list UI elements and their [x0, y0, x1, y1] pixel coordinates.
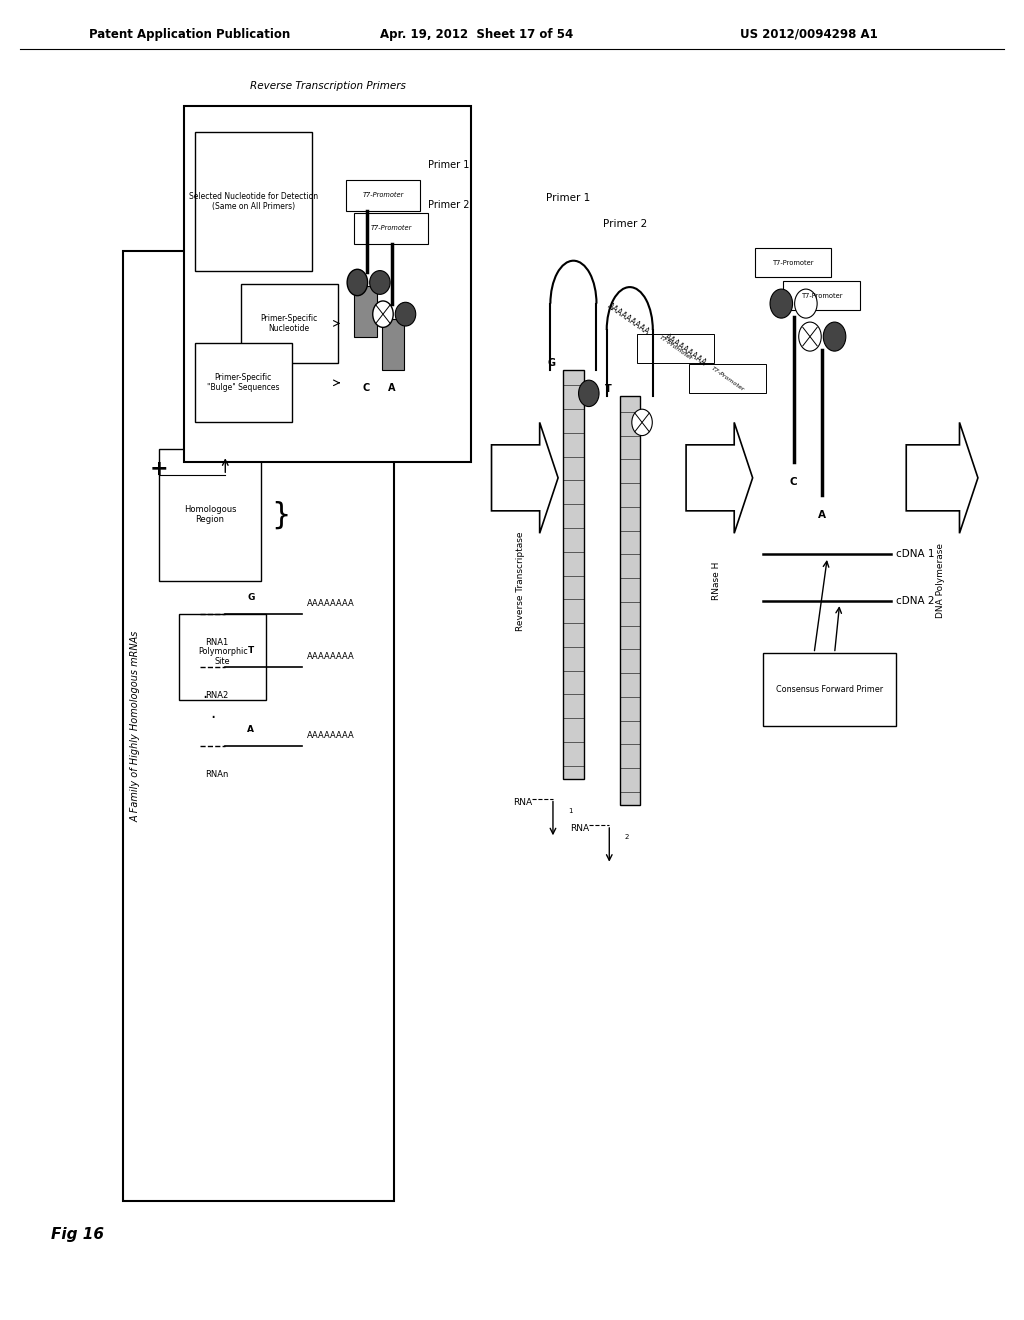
Text: A Family of Highly Homologous mRNAs: A Family of Highly Homologous mRNAs — [130, 631, 140, 821]
Polygon shape — [906, 422, 978, 533]
Bar — [354, 286, 377, 337]
Text: AAAAAAAA: AAAAAAAA — [307, 731, 355, 739]
Text: AAAAAAAAA: AAAAAAAAA — [606, 302, 651, 337]
Text: Reverse Transcriptase: Reverse Transcriptase — [516, 531, 524, 631]
Text: Primer-Specific
Nucleotide: Primer-Specific Nucleotide — [261, 314, 317, 333]
Text: AAAAAAAA: AAAAAAAA — [307, 599, 355, 607]
Text: Consensus Forward Primer: Consensus Forward Primer — [776, 685, 883, 694]
Text: Primer 1: Primer 1 — [546, 193, 591, 203]
Bar — [689, 364, 766, 393]
Text: T7-Promoter: T7-Promoter — [371, 226, 412, 231]
Text: T7-Promoter: T7-Promoter — [658, 335, 693, 362]
Text: T7-Promoter: T7-Promoter — [362, 193, 403, 198]
Bar — [620, 396, 640, 805]
Circle shape — [799, 322, 821, 351]
Text: G: G — [547, 358, 555, 368]
Text: Reverse Transcription Primers: Reverse Transcription Primers — [250, 81, 406, 91]
Text: G: G — [247, 594, 255, 602]
Text: DNA Polymerase: DNA Polymerase — [936, 544, 944, 618]
Polygon shape — [492, 422, 558, 533]
Bar — [382, 319, 404, 370]
Text: AAAAAAAA: AAAAAAAA — [307, 652, 355, 660]
Bar — [637, 334, 714, 363]
Bar — [159, 449, 261, 581]
Circle shape — [770, 289, 793, 318]
Text: RNAn: RNAn — [205, 771, 228, 779]
Text: Selected Nucleotide for Detection
(Same on All Primers): Selected Nucleotide for Detection (Same … — [188, 191, 318, 211]
Polygon shape — [686, 422, 753, 533]
Text: AAAAAAAAA: AAAAAAAAA — [663, 333, 708, 367]
Text: A: A — [818, 510, 826, 520]
Bar — [195, 343, 292, 422]
Text: RNA2: RNA2 — [205, 692, 228, 700]
Bar — [563, 370, 584, 779]
Text: Primer 2: Primer 2 — [428, 199, 470, 210]
Text: Polymorphic
Site: Polymorphic Site — [198, 647, 248, 667]
Bar — [184, 106, 471, 462]
Text: RNA: RNA — [569, 825, 589, 833]
Text: US 2012/0094298 A1: US 2012/0094298 A1 — [740, 28, 878, 41]
Text: T: T — [604, 384, 611, 395]
Text: }: } — [271, 500, 291, 529]
Text: Homologous
Region: Homologous Region — [183, 506, 237, 524]
Text: Primer 1: Primer 1 — [428, 160, 469, 170]
Bar — [783, 281, 860, 310]
Text: Primer-Specific
"Bulge" Sequences: Primer-Specific "Bulge" Sequences — [207, 374, 280, 392]
Text: cDNA 1: cDNA 1 — [896, 549, 935, 560]
Text: 1: 1 — [568, 808, 572, 814]
Circle shape — [632, 409, 652, 436]
Circle shape — [373, 301, 393, 327]
Text: .: . — [210, 704, 216, 722]
Text: .: . — [202, 684, 208, 702]
Circle shape — [823, 322, 846, 351]
Text: C: C — [790, 477, 798, 487]
Bar — [179, 614, 266, 700]
Ellipse shape — [370, 271, 390, 294]
Text: +: + — [150, 458, 168, 479]
Bar — [354, 213, 428, 244]
Text: A: A — [248, 726, 254, 734]
Text: Fig 16: Fig 16 — [51, 1226, 104, 1242]
Bar — [755, 248, 831, 277]
Text: C: C — [362, 383, 371, 393]
Text: T: T — [248, 647, 254, 655]
Circle shape — [579, 380, 599, 407]
Text: Apr. 19, 2012  Sheet 17 of 54: Apr. 19, 2012 Sheet 17 of 54 — [380, 28, 572, 41]
Text: T7-Promoter: T7-Promoter — [802, 293, 843, 298]
Ellipse shape — [395, 302, 416, 326]
Bar — [195, 132, 312, 271]
Text: RNA: RNA — [513, 799, 532, 807]
Text: A: A — [388, 383, 396, 393]
Text: Patent Application Publication: Patent Application Publication — [89, 28, 290, 41]
Text: 2: 2 — [625, 834, 629, 841]
Text: RNase H: RNase H — [713, 561, 721, 601]
Circle shape — [795, 289, 817, 318]
Text: RNA1: RNA1 — [205, 639, 228, 647]
Circle shape — [347, 269, 368, 296]
Bar — [346, 180, 420, 211]
Text: T7-Promoter: T7-Promoter — [773, 260, 814, 265]
Bar — [123, 251, 394, 1201]
Text: cDNA 2: cDNA 2 — [896, 595, 935, 606]
Bar — [241, 284, 338, 363]
Text: Primer 2: Primer 2 — [602, 219, 647, 230]
Text: T7-Promoter: T7-Promoter — [711, 366, 745, 392]
Bar — [763, 653, 896, 726]
